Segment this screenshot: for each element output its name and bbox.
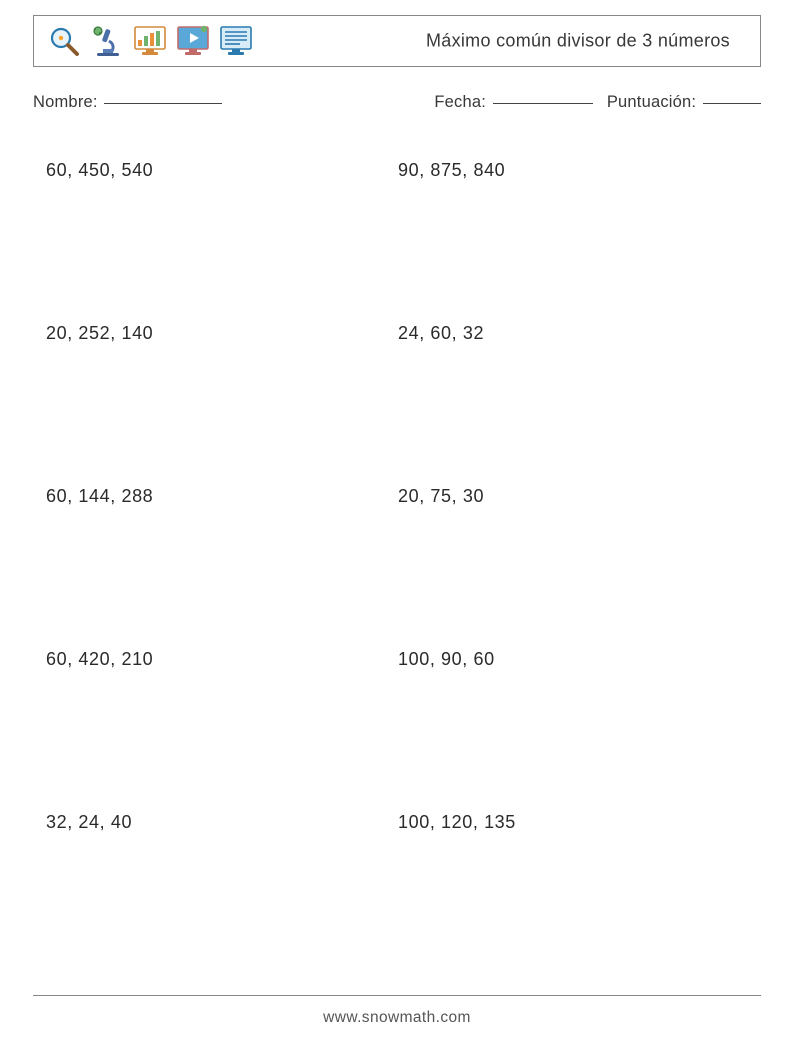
- footer-url: www.snowmath.com: [0, 1009, 794, 1027]
- info-fields: Nombre: Fecha: Puntuación:: [33, 93, 761, 112]
- worksheet-page: Máximo común divisor de 3 números Nombre…: [0, 0, 794, 833]
- problem-cell: 24, 60, 32: [398, 323, 761, 344]
- date-blank[interactable]: [493, 103, 593, 104]
- problem-cell: 60, 420, 210: [46, 649, 398, 670]
- name-field: Nombre:: [33, 93, 222, 112]
- microscope-icon: [89, 23, 125, 59]
- score-label: Puntuación:: [607, 93, 696, 111]
- chart-screen-icon: [132, 23, 168, 59]
- problem-cell: 100, 90, 60: [398, 649, 761, 670]
- name-blank[interactable]: [104, 103, 222, 104]
- problem-cell: 60, 144, 288: [46, 486, 398, 507]
- problem-cell: 100, 120, 135: [398, 812, 761, 833]
- play-screen-icon: [175, 23, 211, 59]
- magnifier-icon: [46, 23, 82, 59]
- problem-cell: 90, 875, 840: [398, 160, 761, 181]
- date-label: Fecha:: [434, 93, 486, 111]
- problem-cell: 20, 75, 30: [398, 486, 761, 507]
- problem-cell: 20, 252, 140: [46, 323, 398, 344]
- footer-divider: [33, 995, 761, 996]
- worksheet-title: Máximo común divisor de 3 números: [426, 31, 730, 52]
- header-icons: [44, 23, 254, 59]
- header-box: Máximo común divisor de 3 números: [33, 15, 761, 67]
- problems-grid: 60, 450, 540 90, 875, 840 20, 252, 140 2…: [33, 160, 761, 833]
- problem-cell: 60, 450, 540: [46, 160, 398, 181]
- problem-cell: 32, 24, 40: [46, 812, 398, 833]
- name-label: Nombre:: [33, 93, 98, 111]
- list-screen-icon: [218, 23, 254, 59]
- score-blank[interactable]: [703, 103, 761, 104]
- date-field: Fecha:: [434, 93, 592, 112]
- score-field: Puntuación:: [607, 93, 761, 112]
